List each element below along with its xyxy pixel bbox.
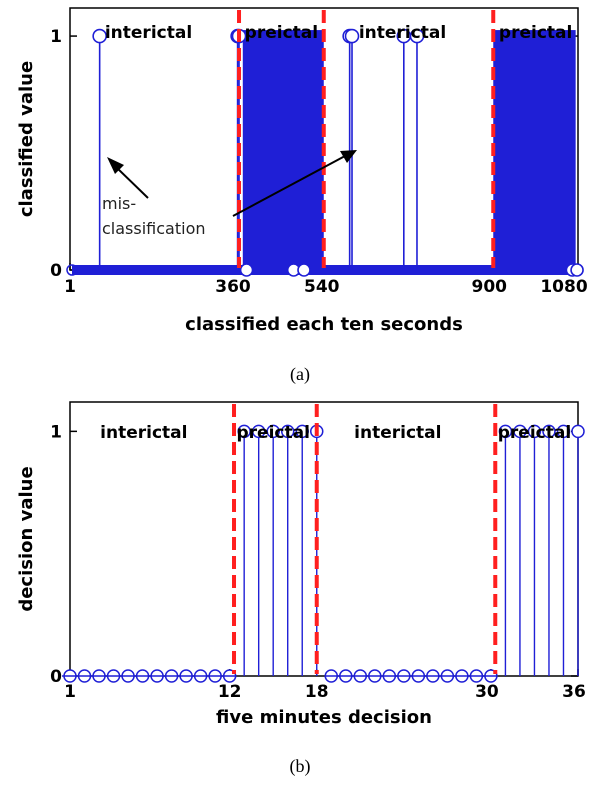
- y-tick-label: 0: [50, 261, 62, 281]
- y-tick-label: 1: [50, 27, 62, 47]
- stem-marker: [66, 264, 78, 276]
- stem-series: [66, 28, 584, 277]
- x-tick-label: 30: [475, 682, 499, 702]
- x-tick-label: 1: [64, 682, 76, 702]
- stem-marker: [266, 424, 280, 439]
- region-label: interictal: [359, 23, 446, 43]
- annotation-arrow: [114, 165, 149, 199]
- stem-marker: [295, 424, 309, 439]
- stem-marker: [571, 424, 585, 439]
- stem-block: [242, 30, 324, 271]
- x-tick-label: 1080: [540, 277, 587, 297]
- stem-marker: [570, 263, 584, 277]
- annotation-text: classification: [102, 219, 206, 238]
- plot-frame: [69, 401, 579, 677]
- region-label: preictal: [498, 423, 571, 443]
- x-axis-title: classified each ten seconds: [185, 314, 463, 335]
- stem-marker: [92, 28, 107, 44]
- x-tick-label: 12: [218, 682, 242, 702]
- stem-marker: [297, 263, 311, 277]
- stem-marker: [344, 28, 360, 44]
- stem-marker: [409, 28, 425, 44]
- x-tick-label: 1: [64, 277, 76, 297]
- region-label: interictal: [354, 423, 441, 443]
- region-label: preictal: [236, 423, 309, 443]
- annotation-arrowhead: [340, 150, 357, 163]
- stem-marker: [237, 424, 251, 439]
- stem-marker: [513, 424, 527, 439]
- x-tick-label: 360: [215, 277, 251, 297]
- stem-marker: [498, 424, 513, 439]
- region-label: preictal: [499, 23, 572, 43]
- x-tick-label: 900: [472, 277, 508, 297]
- stem-block: [493, 30, 576, 271]
- y-axis-title: decision value: [16, 466, 37, 611]
- stem-marker: [556, 424, 571, 439]
- panel-caption: (b): [290, 756, 311, 777]
- x-axis-title: five minutes decision: [216, 707, 432, 728]
- region-label: preictal: [245, 23, 318, 43]
- region-label: interictal: [105, 23, 192, 43]
- x-tick-label: 18: [305, 682, 329, 702]
- annotation-arrow: [232, 155, 346, 217]
- stem-marker: [280, 424, 295, 439]
- annotation-text: mis-: [102, 194, 136, 213]
- stem-marker: [251, 424, 266, 439]
- y-axis-title: classified value: [16, 61, 37, 217]
- x-tick-label: 540: [304, 277, 340, 297]
- stem-marker: [239, 263, 254, 277]
- region-label: interictal: [100, 423, 187, 443]
- stem-marker: [542, 424, 556, 439]
- stem-series: [62, 424, 585, 683]
- panel-caption: (a): [290, 364, 310, 385]
- y-tick-label: 1: [50, 422, 62, 442]
- y-tick-label: 0: [50, 667, 62, 687]
- misclassification-annotation: mis-classification: [102, 150, 357, 238]
- stem-marker: [527, 424, 542, 439]
- x-tick-label: 36: [562, 682, 586, 702]
- annotation-arrowhead: [107, 157, 124, 174]
